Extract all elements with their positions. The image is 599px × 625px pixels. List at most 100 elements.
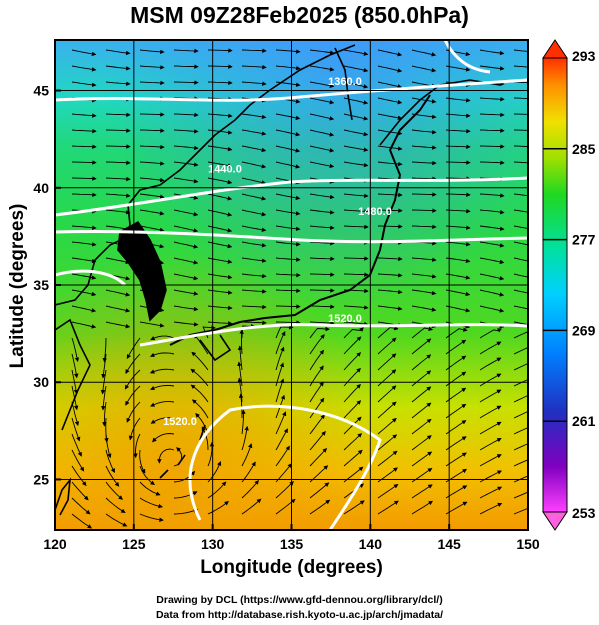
streamline-arrow	[241, 209, 267, 217]
streamline-arrow	[411, 305, 437, 312]
streamline-arrow	[238, 393, 244, 418]
streamline-arrow	[445, 128, 471, 134]
streamline-arrow	[377, 500, 399, 515]
streamline-arrow	[309, 113, 335, 121]
x-tick-label: 145	[437, 536, 461, 552]
streamline-arrow	[343, 383, 361, 403]
streamline-arrow	[513, 161, 528, 164]
streamline-arrow	[207, 209, 233, 217]
streamline-arrow	[139, 497, 163, 509]
streamline-arrow	[275, 113, 301, 121]
streamline-arrow	[173, 289, 199, 296]
streamline-arrow	[173, 225, 199, 233]
streamline-arrow	[445, 144, 471, 150]
streamline-arrow	[207, 441, 215, 467]
streamline-arrow	[513, 97, 528, 99]
streamline-arrow	[513, 363, 528, 371]
streamline-arrow	[207, 241, 233, 249]
streamline-arrow	[343, 327, 364, 339]
streamline-arrow	[241, 461, 256, 483]
streamline-arrow	[241, 129, 267, 136]
contour-label: 1520.0	[328, 313, 362, 325]
colorbar-bottom-triangle	[542, 511, 568, 531]
streamline-arrow	[105, 49, 131, 56]
streamline-arrow	[309, 272, 335, 277]
streamline-arrow	[479, 144, 505, 149]
colorbar-top-triangle	[542, 39, 568, 59]
colorbar-ticks: 293 285 277 269 261 253	[543, 48, 596, 521]
streamline-arrow	[479, 49, 505, 56]
streamline-arrow	[411, 208, 437, 213]
streamline-arrow	[513, 411, 528, 419]
streamline-arrow	[479, 257, 505, 265]
streamline-arrow	[190, 384, 209, 403]
streamline-arrow	[377, 65, 403, 73]
streamline-arrow	[411, 451, 433, 467]
streamline-arrow	[445, 160, 471, 165]
streamline-arrow	[139, 225, 165, 233]
streamline-arrow	[125, 353, 141, 374]
streamline-arrow	[71, 401, 80, 427]
streamline-arrow	[275, 272, 301, 278]
streamline-arrow	[411, 338, 432, 355]
streamline-arrow	[411, 224, 437, 230]
streamline-arrow	[513, 225, 528, 230]
streamline-arrow	[479, 454, 502, 467]
streamline-arrow	[241, 409, 246, 435]
streamline-arrow	[309, 320, 335, 326]
streamline-arrow	[173, 145, 199, 151]
x-tick-label: 125	[122, 536, 146, 552]
y-tick-label: 25	[33, 471, 49, 487]
streamline-arrow	[241, 320, 267, 325]
streamline-arrow	[275, 480, 294, 499]
streamline-arrow	[445, 65, 471, 72]
streamline-arrow	[149, 368, 175, 374]
streamline-arrow	[479, 289, 505, 297]
streamline-arrow	[150, 335, 175, 341]
streamline-arrow	[411, 435, 432, 451]
streamline-arrow	[377, 113, 403, 120]
streamline-arrow	[343, 336, 362, 355]
streamline-arrow	[133, 433, 141, 459]
x-axis-label: Longitude (degrees)	[200, 557, 383, 578]
streamline-arrow	[191, 351, 209, 371]
streamline-arrow	[377, 97, 403, 105]
streamline-arrow	[309, 349, 325, 371]
streamline-arrow	[309, 256, 335, 262]
streamline-arrow	[102, 337, 108, 363]
streamline-arrow	[173, 257, 199, 265]
streamline-arrow	[377, 450, 398, 467]
streamline-arrow	[207, 321, 233, 326]
streamline-arrow	[105, 449, 115, 473]
streamline-arrow	[71, 289, 97, 297]
streamline-arrow	[275, 346, 285, 371]
streamline-arrow	[241, 257, 267, 263]
streamline-arrow	[309, 414, 325, 435]
streamline-arrow	[71, 241, 97, 247]
streamline-arrow	[513, 507, 528, 515]
streamline-arrow	[275, 225, 301, 232]
streamline-arrow	[377, 401, 397, 419]
streamline-arrow	[275, 241, 301, 247]
streamline-arrow	[445, 225, 471, 230]
streamline-arrow	[343, 145, 369, 152]
streamline-arrow	[150, 352, 175, 357]
streamline-arrow	[343, 256, 369, 261]
streamline-arrow	[275, 49, 301, 54]
streamline-arrow	[71, 305, 97, 313]
colorbar-label: 253	[572, 505, 596, 521]
streamline-arrow	[377, 385, 397, 403]
streamline-arrow	[411, 273, 437, 279]
streamline-arrow	[513, 475, 528, 483]
streamline-arrow	[71, 337, 80, 363]
streamline-arrow	[173, 209, 199, 217]
streamline-arrow	[513, 81, 528, 84]
contour-labels: 1360.0 1440.0 1480.0 1520.0 1520.0	[163, 76, 392, 428]
streamline-arrow	[207, 501, 230, 515]
streamline-arrow	[343, 321, 369, 327]
streamline-arrow	[513, 331, 528, 339]
colorbar-label: 269	[572, 322, 596, 338]
streamline-arrow	[411, 49, 437, 57]
streamline-arrow	[377, 337, 397, 355]
colorbar-label: 285	[572, 141, 596, 157]
